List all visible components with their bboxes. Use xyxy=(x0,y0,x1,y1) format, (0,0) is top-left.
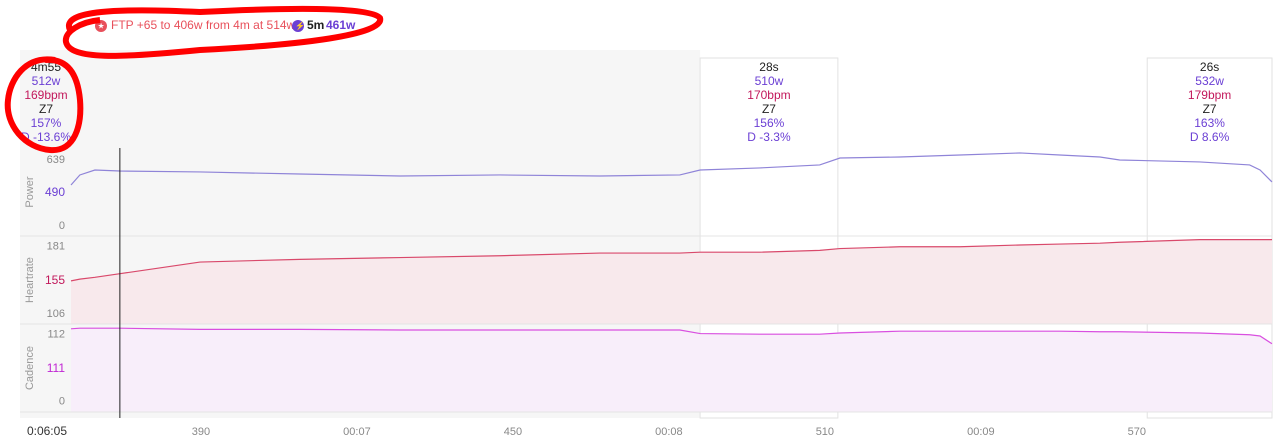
y-tick-label: 0 xyxy=(59,396,65,408)
interval-percent: 157% xyxy=(31,116,62,130)
y-axis-title: Cadence xyxy=(24,346,36,390)
average-label: 490 xyxy=(45,185,65,199)
ftp-note[interactable]: FTP +65 to 406w from 4m at 514w xyxy=(111,18,296,32)
interval-zone: Z7 xyxy=(39,102,53,116)
interval-heartrate: 169bpm xyxy=(24,88,67,102)
x-tick-label: 450 xyxy=(504,426,522,438)
bolt: ⚡ xyxy=(295,21,305,31)
interval-power: 532w xyxy=(1195,74,1224,88)
x-tick-label: 570 xyxy=(1128,426,1146,438)
interval-percent: 156% xyxy=(754,116,785,130)
annotation-circle xyxy=(62,5,384,59)
x-tick-label: 390 xyxy=(192,426,210,438)
bolt-icon xyxy=(292,20,304,32)
annotation-circle xyxy=(4,56,84,154)
area-fill xyxy=(71,328,1272,412)
y-tick-label: 106 xyxy=(47,308,65,320)
interval-delta: D 8.6% xyxy=(1190,130,1230,144)
series-line xyxy=(70,238,1272,282)
interval-power: 510w xyxy=(755,74,784,88)
y-tick-label: 639 xyxy=(47,154,65,166)
series-line xyxy=(70,327,1273,345)
y-tick-label: 0 xyxy=(59,220,65,232)
interval-zone: Z7 xyxy=(1203,102,1217,116)
y-axis-title: Power xyxy=(24,176,36,208)
interval-percent: 163% xyxy=(1194,116,1225,130)
star: ★ xyxy=(98,22,105,31)
area-fill xyxy=(71,239,1272,324)
interval-heartrate: 170bpm xyxy=(747,88,790,102)
interval-delta: D -13.6% xyxy=(21,130,71,144)
interval-duration: 26s xyxy=(1200,60,1219,74)
best-label[interactable]: 5m xyxy=(307,18,324,32)
y-tick-label: 181 xyxy=(47,241,65,253)
interval-delta: D -3.3% xyxy=(747,130,791,144)
best-value[interactable]: 461w xyxy=(326,18,356,32)
y-tick-label: 112 xyxy=(47,329,65,341)
x-tick-label: 510 xyxy=(816,426,834,438)
interval-zone: Z7 xyxy=(762,102,776,116)
series-line xyxy=(70,152,1273,186)
panels: Power 0 639 490 Heartrate 106 181 155 Cadence 0 11… xyxy=(20,148,1273,438)
average-label: 155 xyxy=(45,273,65,287)
y-axis-title: Heartrate xyxy=(24,257,36,303)
interval-duration: 28s xyxy=(759,60,778,74)
average-label: 111 xyxy=(47,361,66,375)
interval-heartrate: 179bpm xyxy=(1188,88,1231,102)
x-tick-label: 00:08 xyxy=(655,426,683,438)
interval-power: 512w xyxy=(32,74,61,88)
x-tick-label: 00:07 xyxy=(343,426,371,438)
x-tick-label: 00:09 xyxy=(967,426,995,438)
x-tick-label: 0:06:05 xyxy=(27,424,67,438)
interval-duration: 4m55 xyxy=(31,60,61,74)
